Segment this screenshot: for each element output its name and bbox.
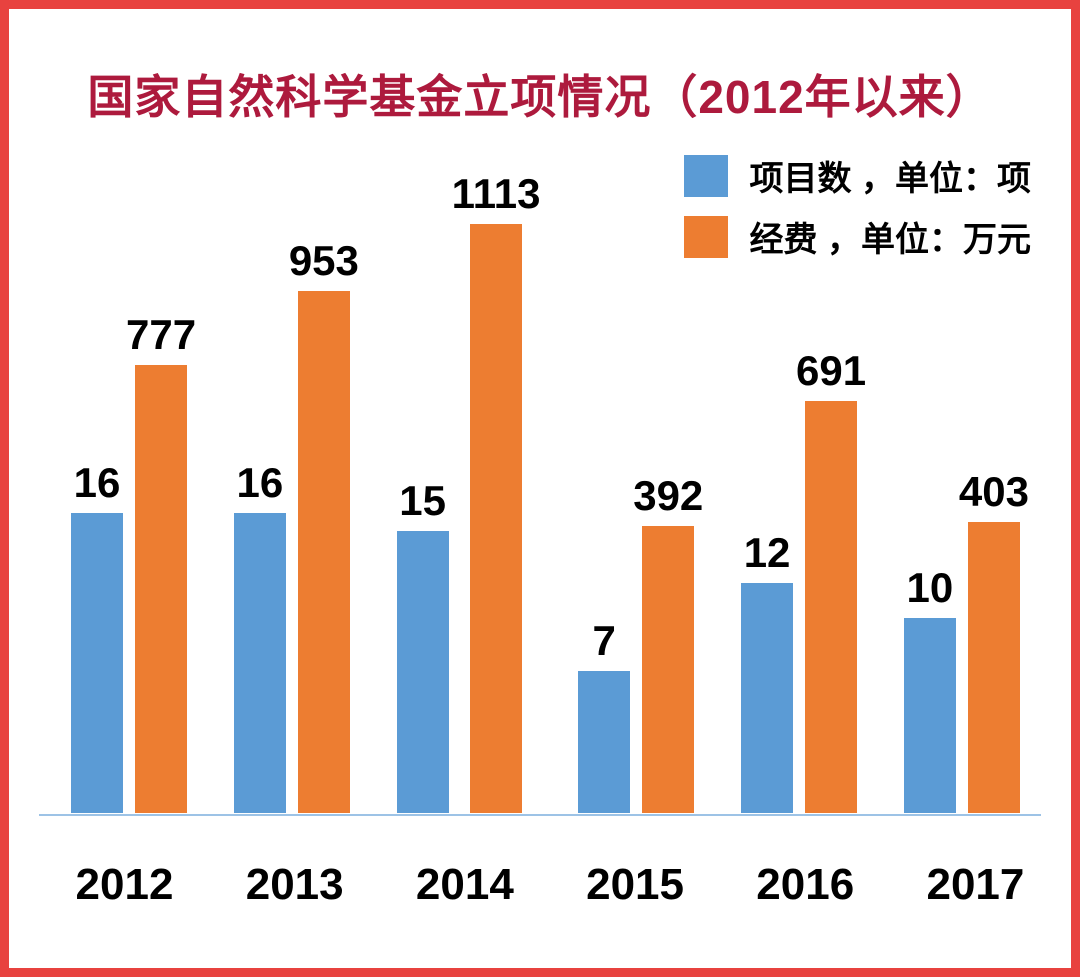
x-axis-label-2017: 2017 <box>926 860 1025 909</box>
legend-label-projects: 项目数 ，单位：项 <box>749 160 1031 198</box>
bar-value-label-项目数-2015: 7 <box>592 616 616 664</box>
bar-group-2017: 10 403 <box>903 468 1029 813</box>
bar-col-项目数-2017: 10 <box>903 564 956 813</box>
bar-group-2015: 7 392 <box>578 472 703 813</box>
bar-group-2013: 16 953 <box>233 237 359 813</box>
bar-项目数-2014 <box>396 530 449 813</box>
bar-项目数-2012 <box>71 513 123 813</box>
bar-项目数-2017 <box>903 618 956 813</box>
legend-swatch-funding-icon <box>683 215 728 258</box>
bar-经费-2017 <box>967 521 1020 813</box>
legend-item-funding: 经费 ，单位：万元 <box>683 212 1031 261</box>
bar-col-项目数-2015: 7 <box>578 616 631 813</box>
x-axis-label-2016: 2016 <box>756 860 855 909</box>
x-axis-labels: 2012 2013 2014 2015 2016 2017 <box>71 860 1029 910</box>
bar-value-label-项目数-2012: 16 <box>73 459 121 506</box>
legend: 项目数 ，单位：项 经费 ，单位：万元 <box>683 151 1031 261</box>
x-axis-label-2014: 2014 <box>415 860 514 909</box>
bar-value-label-经费-2017: 403 <box>958 467 1029 515</box>
bar-col-经费-2016: 691 <box>796 347 866 813</box>
bar-value-label-经费-2015: 392 <box>633 472 704 520</box>
bar-value-label-项目数-2013: 16 <box>236 459 284 506</box>
x-axis-label-2015: 2015 <box>586 860 684 909</box>
x-axis-label-2013: 2013 <box>245 860 344 909</box>
bar-value-label-经费-2016: 691 <box>796 346 867 394</box>
bar-项目数-2016 <box>741 583 794 813</box>
bar-value-label-项目数-2017: 10 <box>906 564 954 611</box>
bar-经费-2015 <box>642 526 695 813</box>
bar-col-项目数-2013: 16 <box>233 459 286 813</box>
bar-col-项目数-2014: 15 <box>396 476 449 813</box>
bar-group-2014: 15 1113 <box>396 169 541 813</box>
legend-swatch-projects-icon <box>683 154 728 197</box>
bar-group-2016: 12 691 <box>741 347 866 813</box>
bar-value-label-项目数-2014: 15 <box>399 476 447 524</box>
bar-经费-2012 <box>135 364 188 813</box>
bar-col-经费-2015: 392 <box>633 472 703 813</box>
bar-经费-2013 <box>297 290 350 813</box>
x-axis-label-2012: 2012 <box>75 860 174 909</box>
chart-area: 16 777 16 953 15 1113 7 392 12 691 10 403 <box>71 153 1029 813</box>
bar-项目数-2013 <box>233 513 286 813</box>
x-axis-line <box>39 814 1041 816</box>
bar-value-label-经费-2012: 777 <box>126 310 197 358</box>
bar-经费-2014 <box>470 223 523 813</box>
bar-col-经费-2014: 1113 <box>451 169 541 813</box>
bar-value-label-经费-2014: 1113 <box>451 169 541 217</box>
bar-col-项目数-2012: 16 <box>71 459 123 813</box>
chart-title: 国家自然科学基金立项情况（2012年以来） <box>87 71 993 123</box>
legend-label-funding: 经费 ，单位：万元 <box>749 221 1031 259</box>
bar-col-经费-2017: 403 <box>959 468 1029 813</box>
bar-value-label-项目数-2016: 12 <box>743 529 791 576</box>
bar-group-2012: 16 777 <box>71 311 196 813</box>
bar-col-项目数-2016: 12 <box>741 529 794 813</box>
bar-经费-2016 <box>805 400 858 813</box>
bar-项目数-2015 <box>578 670 631 813</box>
bar-col-经费-2012: 777 <box>126 311 196 813</box>
bar-value-label-经费-2013: 953 <box>288 236 359 284</box>
bar-col-经费-2013: 953 <box>289 237 359 813</box>
legend-item-projects: 项目数 ，单位：项 <box>683 151 1031 200</box>
